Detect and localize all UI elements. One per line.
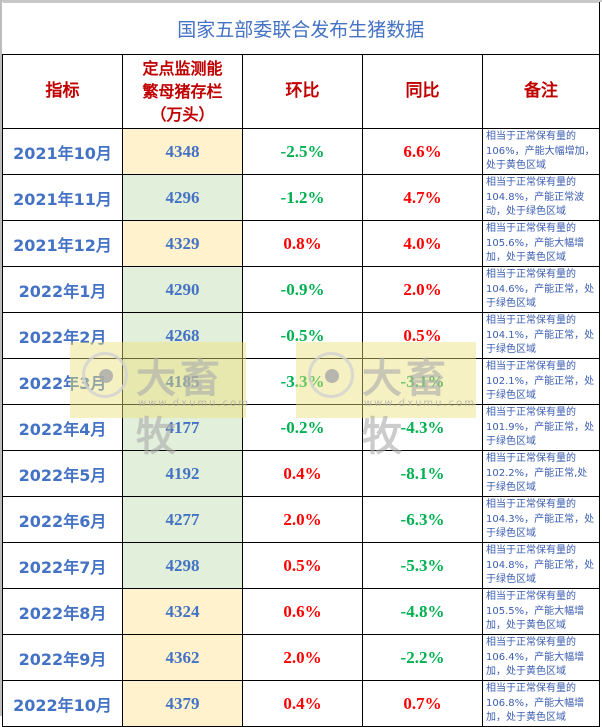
sow-inventory-cell: 4329 bbox=[122, 220, 243, 267]
yoy-cell: -6.3% bbox=[362, 496, 483, 543]
mom-cell: 0.8% bbox=[242, 220, 363, 267]
table-row: 2021年12月 4329 0.8% 4.0% 相当于正常保有量的105.6%，产能大幅… bbox=[2, 220, 601, 267]
table-row: 2022年4月 4177 -0.2% -4.3% 相当于正常保有量的101.9%，产能正… bbox=[2, 404, 601, 451]
sow-inventory-cell: 4379 bbox=[122, 680, 243, 727]
header-sow-inventory-line3: （万头） bbox=[150, 105, 215, 124]
remark-cell: 相当于正常保有量的104.3%，产能正常，处于绿色区域 bbox=[481, 496, 601, 543]
remark-cell: 相当于正常保有量的105.5%，产能大幅增加，处于黄色区域 bbox=[481, 588, 601, 635]
remark-cell: 相当于正常保有量的102.2%，产能正常,处于绿色区域 bbox=[481, 450, 601, 497]
month-cell: 2022年7月 bbox=[2, 542, 123, 589]
month-cell: 2021年11月 bbox=[2, 174, 123, 221]
mom-cell: 2.0% bbox=[242, 496, 363, 543]
month-cell: 2022年5月 bbox=[2, 450, 123, 497]
header-sow-inventory-line1: 定点监测能 bbox=[142, 59, 223, 78]
header-sow-inventory-line2: 繁母猪存栏 bbox=[142, 82, 223, 101]
month-cell: 2022年8月 bbox=[2, 588, 123, 635]
month-cell: 2022年9月 bbox=[2, 634, 123, 681]
remark-cell: 相当于正常保有量的105.6%，产能大幅增加，处于黄色区域 bbox=[481, 220, 601, 267]
yoy-cell: -4.3% bbox=[362, 404, 483, 451]
table-row: 2022年7月 4298 0.5% -5.3% 相当于正常保有量的104.8%，产能正常… bbox=[2, 542, 601, 589]
remark-cell: 相当于正常保有量的101.9%，产能正常，处于绿色区域 bbox=[481, 404, 601, 451]
table-row: 2022年5月 4192 0.4% -8.1% 相当于正常保有量的102.2%，产能正常… bbox=[2, 450, 601, 497]
mom-cell: 0.6% bbox=[242, 588, 363, 635]
mom-cell: 2.0% bbox=[242, 634, 363, 681]
watermark-url: www.dxumu.com bbox=[138, 398, 251, 409]
mom-cell: 0.5% bbox=[242, 542, 363, 589]
yoy-cell: 4.0% bbox=[362, 220, 483, 267]
header-sow-inventory: 定点监测能 繁母猪存栏 （万头） bbox=[122, 54, 243, 129]
header-row: 指标 定点监测能 繁母猪存栏 （万头） 环比 同比 备注 bbox=[2, 54, 601, 129]
mom-cell: 0.4% bbox=[242, 680, 363, 727]
month-cell: 2022年6月 bbox=[2, 496, 123, 543]
yoy-cell: -4.8% bbox=[362, 588, 483, 635]
sow-inventory-cell: 4298 bbox=[122, 542, 243, 589]
remark-cell: 相当于正常保有量的102.1%，产能正常，处于绿色区域 bbox=[481, 358, 601, 405]
month-cell: 2022年10月 bbox=[2, 680, 123, 727]
table-row: 2021年11月 4296 -1.2% 4.7% 相当于正常保有量的104.8%，产能正… bbox=[2, 174, 601, 221]
table-row: 2022年9月 4362 2.0% -2.2% 相当于正常保有量的106.4%，产能大幅… bbox=[2, 634, 601, 681]
watermark-left: 大畜牧 www.dxumu.com bbox=[70, 342, 248, 460]
header-remark: 备注 bbox=[481, 54, 601, 129]
sow-inventory-cell: 4324 bbox=[122, 588, 243, 635]
yoy-cell: -5.3% bbox=[362, 542, 483, 589]
header-yoy: 同比 bbox=[362, 54, 483, 129]
month-cell: 2022年1月 bbox=[2, 266, 123, 313]
remark-cell: 相当于正常保有量的104.6%，产能正常，处于绿色区域 bbox=[481, 266, 601, 313]
remark-cell: 相当于正常保有量的104.1%，产能正常，处于绿色区域 bbox=[481, 312, 601, 359]
table-row: 2021年10月 4348 -2.5% 6.6% 相当于正常保有量的106%，产能大幅增… bbox=[2, 128, 601, 175]
month-cell: 2022年4月 bbox=[2, 404, 123, 451]
mom-cell: 0.4% bbox=[242, 450, 363, 497]
remark-cell: 相当于正常保有量的104.8%，产能正常，处于绿色区域 bbox=[481, 542, 601, 589]
table-row: 2022年6月 4277 2.0% -6.3% 相当于正常保有量的104.3%，产能正常… bbox=[2, 496, 601, 543]
month-cell: 2021年10月 bbox=[2, 128, 123, 175]
sheet-gridline-top bbox=[0, 0, 602, 2]
remark-cell: 相当于正常保有量的106%，产能大幅增加，处于黄色区域 bbox=[481, 128, 601, 175]
sow-inventory-cell: 4362 bbox=[122, 634, 243, 681]
sow-inventory-cell: 4192 bbox=[122, 450, 243, 497]
mom-cell: -0.9% bbox=[242, 266, 363, 313]
mom-cell: -0.2% bbox=[242, 404, 363, 451]
mom-cell: -2.5% bbox=[242, 128, 363, 175]
table-row: 2022年8月 4324 0.6% -4.8% 相当于正常保有量的105.5%，产能大幅… bbox=[2, 588, 601, 635]
table-title: 国家五部委联合发布生猪数据 bbox=[2, 2, 601, 55]
yoy-cell: 4.7% bbox=[362, 174, 483, 221]
month-cell: 2021年12月 bbox=[2, 220, 123, 267]
yoy-cell: 0.7% bbox=[362, 680, 483, 727]
yoy-cell: -2.2% bbox=[362, 634, 483, 681]
remark-cell: 相当于正常保有量的104.8%，产能正常波动，处于绿色区域 bbox=[481, 174, 601, 221]
mom-cell: -1.2% bbox=[242, 174, 363, 221]
sow-inventory-cell: 4185 bbox=[122, 358, 243, 405]
watermark-logo-icon bbox=[308, 352, 354, 398]
sheet-gridline-left bbox=[0, 0, 2, 716]
header-indicator: 指标 bbox=[2, 54, 123, 129]
table-row: 2022年2月 4268 -0.5% 0.5% 相当于正常保有量的104.1%，产能正常… bbox=[2, 312, 601, 359]
header-mom: 环比 bbox=[242, 54, 363, 129]
sow-inventory-cell: 4348 bbox=[122, 128, 243, 175]
remark-cell: 相当于正常保有量的106.8%，产能大幅增加，处于黄色区域 bbox=[481, 680, 601, 727]
sow-inventory-cell: 4290 bbox=[122, 266, 243, 313]
watermark-logo-icon bbox=[82, 352, 128, 398]
watermark-brand: 大畜牧 bbox=[136, 356, 224, 460]
month-cell: 2022年2月 bbox=[2, 312, 123, 359]
table-row: 2022年10月 4379 0.4% 0.7% 相当于正常保有量的106.8%，产能大幅… bbox=[2, 680, 601, 727]
watermark-right: 大畜牧 www.dxumu.com bbox=[296, 342, 477, 460]
yoy-cell: 2.0% bbox=[362, 266, 483, 313]
watermark-url: www.dxumu.com bbox=[364, 398, 477, 409]
mom-cell: -0.5% bbox=[242, 312, 363, 359]
sow-inventory-cell: 4268 bbox=[122, 312, 243, 359]
sow-inventory-cell: 4296 bbox=[122, 174, 243, 221]
watermark-brand: 大畜牧 bbox=[362, 356, 450, 460]
sow-inventory-cell: 4277 bbox=[122, 496, 243, 543]
yoy-cell: 6.6% bbox=[362, 128, 483, 175]
remark-cell: 相当于正常保有量的106.4%，产能大幅增加，处于黄色区域 bbox=[481, 634, 601, 681]
sow-inventory-cell: 4177 bbox=[122, 404, 243, 451]
table-row: 2022年1月 4290 -0.9% 2.0% 相当于正常保有量的104.6%，产能正常… bbox=[2, 266, 601, 313]
